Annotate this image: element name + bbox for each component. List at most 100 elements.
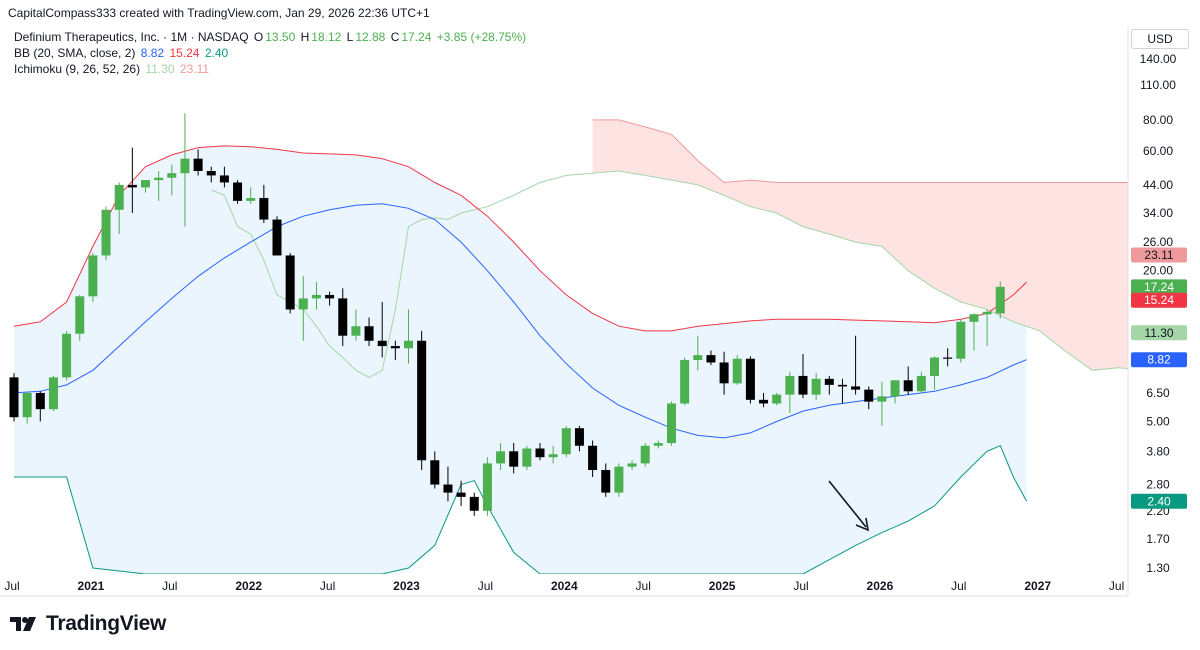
candle[interactable] [127, 147, 137, 213]
candle[interactable] [851, 335, 861, 395]
candle[interactable] [601, 463, 611, 497]
symbol-title[interactable]: Definium Therapeutics, Inc. · 1M · NASDA… [14, 30, 249, 44]
candle[interactable] [22, 391, 32, 424]
candle[interactable] [785, 371, 795, 414]
candle[interactable] [574, 425, 584, 452]
candle[interactable] [469, 492, 479, 516]
candle[interactable] [732, 355, 742, 385]
candle[interactable] [561, 425, 571, 458]
candle[interactable] [180, 113, 190, 227]
candle[interactable] [864, 386, 874, 410]
candle[interactable] [943, 348, 953, 367]
candle[interactable] [456, 480, 466, 506]
candle[interactable] [101, 206, 111, 261]
open-label: O [253, 30, 264, 44]
candle[interactable] [890, 380, 900, 404]
candle[interactable] [719, 351, 729, 395]
candle[interactable] [877, 381, 887, 426]
candle[interactable] [930, 356, 939, 390]
candle[interactable] [35, 391, 45, 422]
candle[interactable] [404, 309, 413, 364]
candle[interactable] [798, 353, 808, 399]
candle[interactable] [154, 170, 164, 201]
candle[interactable] [9, 373, 19, 422]
candle[interactable] [706, 350, 716, 366]
candle[interactable] [430, 451, 440, 489]
candle[interactable] [233, 180, 243, 204]
candle[interactable] [377, 301, 387, 358]
candle[interactable] [285, 253, 295, 314]
candle[interactable] [837, 378, 847, 404]
time-tick-label: Jul [793, 579, 808, 593]
tradingview-logo[interactable]: TradingView [10, 612, 166, 636]
candle[interactable] [325, 291, 335, 306]
candle[interactable] [588, 440, 598, 478]
candle-body [219, 175, 229, 183]
candle[interactable] [259, 184, 269, 223]
candle[interactable] [219, 166, 229, 188]
candle[interactable] [272, 216, 282, 256]
candle[interactable] [390, 340, 400, 360]
candle[interactable] [627, 460, 637, 471]
candle[interactable] [496, 443, 506, 471]
candle[interactable] [653, 440, 663, 449]
candle[interactable] [811, 373, 821, 400]
candle[interactable] [75, 294, 85, 341]
candle-body [377, 340, 387, 347]
candle[interactable] [667, 401, 676, 446]
candle[interactable] [351, 309, 361, 341]
candle[interactable] [548, 445, 558, 464]
candle[interactable] [982, 309, 992, 347]
candle[interactable] [417, 330, 427, 471]
candle[interactable] [338, 288, 348, 347]
candle[interactable] [62, 330, 72, 381]
bb-lower-value: 2.40 [204, 46, 229, 60]
candle[interactable] [364, 317, 374, 347]
high-label: H [300, 30, 310, 44]
candle[interactable] [443, 466, 453, 502]
candle[interactable] [680, 357, 690, 406]
price-tick-label: 80.00 [1143, 113, 1173, 127]
price-tick-label: 3.80 [1146, 444, 1170, 458]
candle[interactable] [298, 276, 308, 341]
candle[interactable] [206, 166, 216, 183]
candle[interactable] [193, 149, 203, 176]
price-tick-label: 34.00 [1143, 206, 1173, 220]
candle[interactable] [48, 375, 58, 412]
candle-body [325, 294, 335, 299]
candle[interactable] [522, 445, 532, 471]
candle[interactable] [916, 371, 926, 393]
candle[interactable] [903, 366, 913, 395]
time-tick-label: 2026 [867, 579, 894, 593]
time-tick-label: Jul [951, 579, 966, 593]
candle[interactable] [88, 253, 98, 302]
candle[interactable] [693, 335, 703, 371]
candle[interactable] [995, 281, 1005, 319]
candle[interactable] [311, 282, 321, 310]
currency-button[interactable]: USD [1131, 29, 1189, 49]
change-value: +3.85 (+28.75%) [436, 30, 527, 44]
candle[interactable] [535, 443, 545, 461]
candle[interactable] [614, 463, 624, 497]
ichimoku-label[interactable]: Ichimoku (9, 26, 52, 26) [14, 62, 141, 76]
candle[interactable] [956, 319, 966, 363]
candle[interactable] [824, 375, 834, 395]
candle-body [469, 496, 479, 511]
candle-body [877, 396, 887, 402]
candle-body [535, 448, 545, 458]
candle[interactable] [640, 443, 650, 467]
candle-body [48, 377, 58, 410]
bb-label[interactable]: BB (20, SMA, close, 2) [14, 46, 136, 60]
candle[interactable] [759, 392, 769, 408]
candle[interactable] [509, 443, 519, 474]
candle-body [404, 340, 413, 349]
candle[interactable] [167, 164, 177, 196]
candle[interactable] [114, 182, 124, 235]
candle[interactable] [969, 313, 979, 351]
candle[interactable] [772, 392, 782, 406]
candle[interactable] [246, 187, 256, 204]
candle[interactable] [482, 457, 492, 516]
candle[interactable] [745, 356, 755, 404]
candle[interactable] [141, 180, 150, 193]
